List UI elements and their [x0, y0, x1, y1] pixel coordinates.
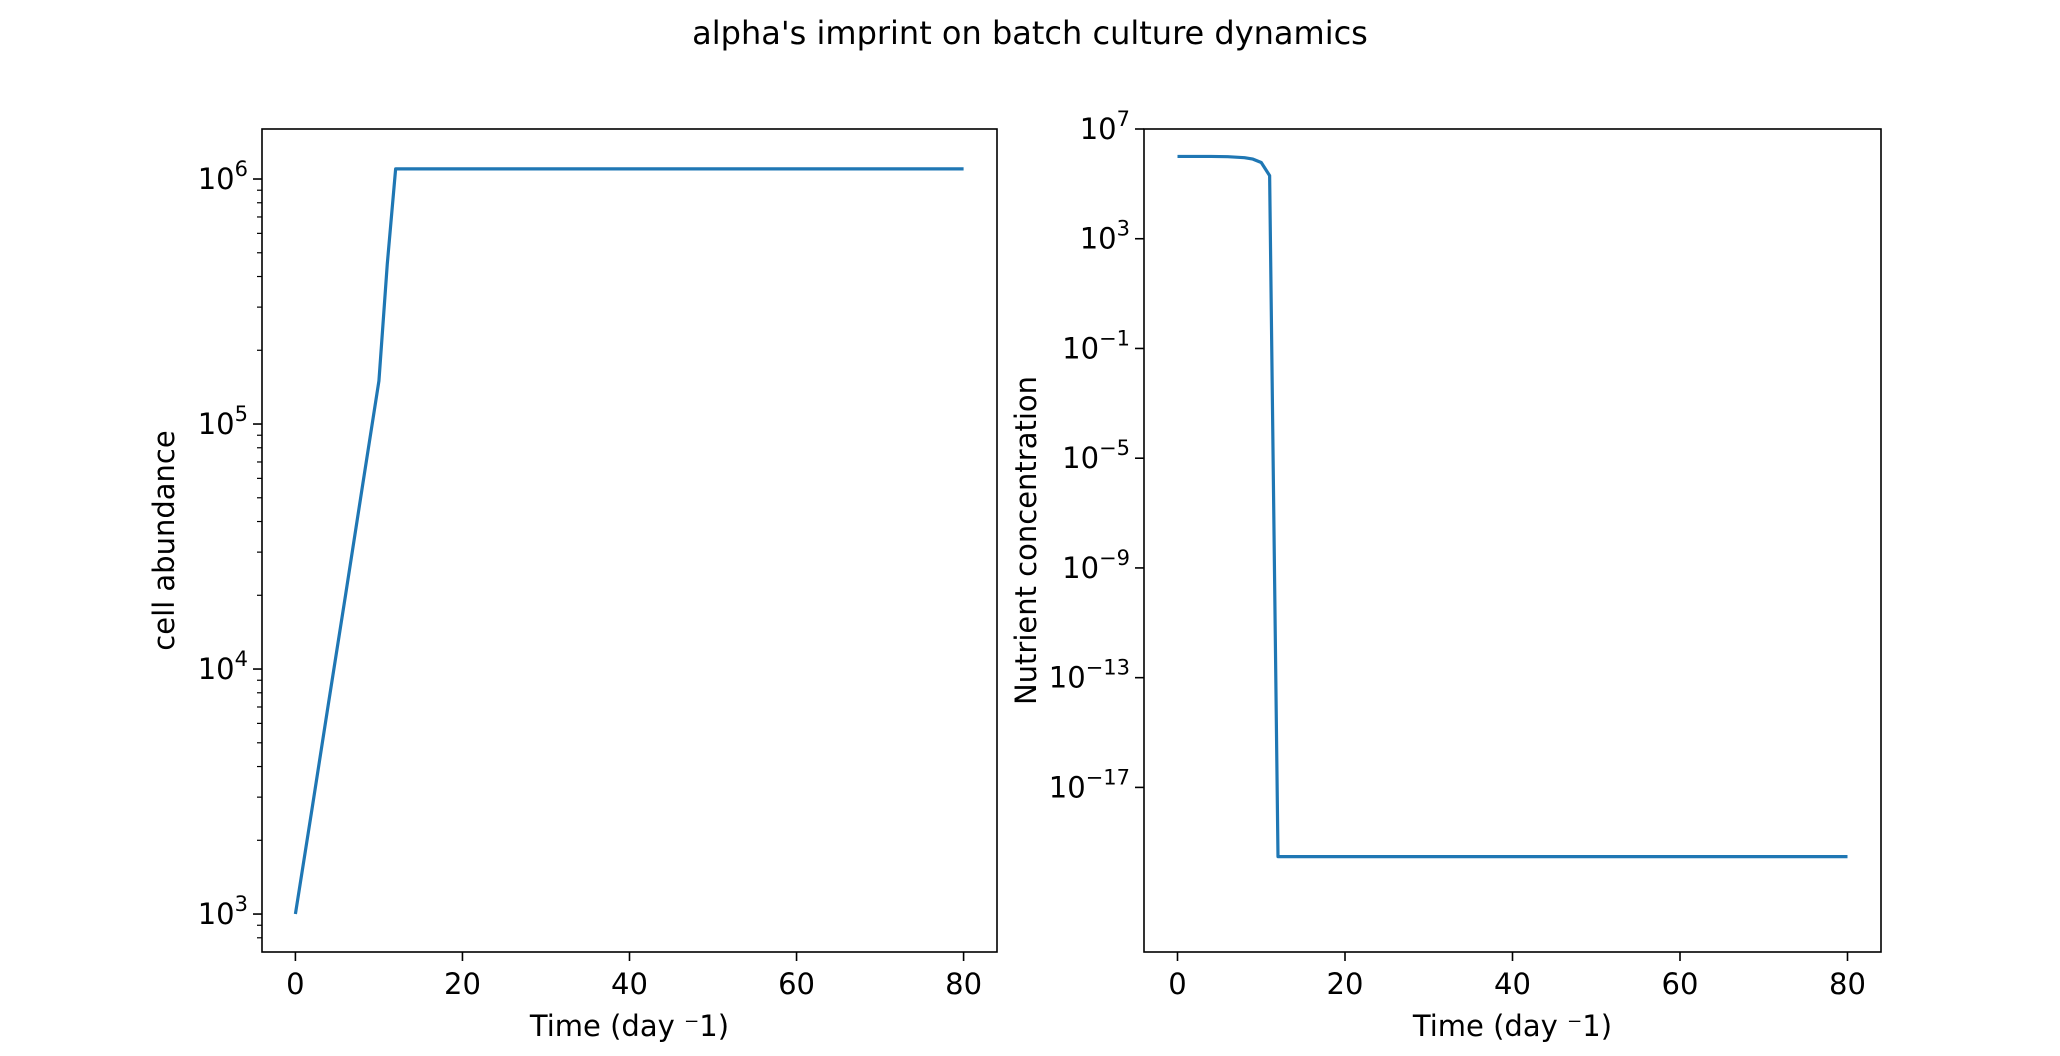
y-tick-label: 10−13 — [1049, 656, 1130, 695]
axes-frame — [261, 128, 998, 953]
y-tick-label: 105 — [198, 402, 248, 441]
y-tick-label: 10−5 — [1062, 436, 1130, 475]
y-tick-label: 10−17 — [1049, 765, 1130, 804]
figure-title: alpha's imprint on batch culture dynamic… — [692, 14, 1368, 52]
y-tick-label: 103 — [1080, 217, 1130, 256]
x-tick-label: 20 — [444, 967, 481, 1001]
x-tick-label: 60 — [1662, 967, 1699, 1001]
x-tick-label: 40 — [611, 967, 648, 1001]
y-axis-label: Nutrient concentration — [1009, 376, 1043, 705]
y-tick-label: 10−1 — [1062, 326, 1130, 365]
series-line-1 — [1177, 154, 1848, 859]
x-tick-label: 20 — [1327, 967, 1364, 1001]
axes-frame — [1143, 128, 1882, 953]
y-tick-label: 104 — [198, 647, 248, 686]
x-axis-label: Time (day ⁻1) — [529, 1009, 729, 1043]
x-axis-label: Time (day ⁻1) — [1412, 1009, 1612, 1043]
x-tick-label: 40 — [1494, 967, 1531, 1001]
y-tick-label: 10−9 — [1062, 546, 1130, 585]
y-tick-label: 106 — [198, 157, 248, 196]
y-tick-label: 107 — [1080, 107, 1130, 146]
y-tick-label: 103 — [198, 892, 248, 931]
subplot-1: 103 104 105 106 0 20 40 60 80 Time (day ⁻1) cell a… — [147, 128, 998, 1043]
x-tick-label: 60 — [778, 967, 815, 1001]
x-tick-label: 80 — [1829, 967, 1866, 1001]
x-tick-label: 80 — [945, 967, 982, 1001]
x-tick-label: 0 — [1168, 967, 1186, 1001]
x-tick-label: 0 — [286, 967, 304, 1001]
series-line-1 — [293, 167, 964, 915]
subplot-2: 10−17 10−13 10−9 10−5 10−1 103 107 0 20 40 60 80 Tim… — [1009, 107, 1882, 1043]
y-axis-label: cell abundance — [147, 430, 181, 650]
